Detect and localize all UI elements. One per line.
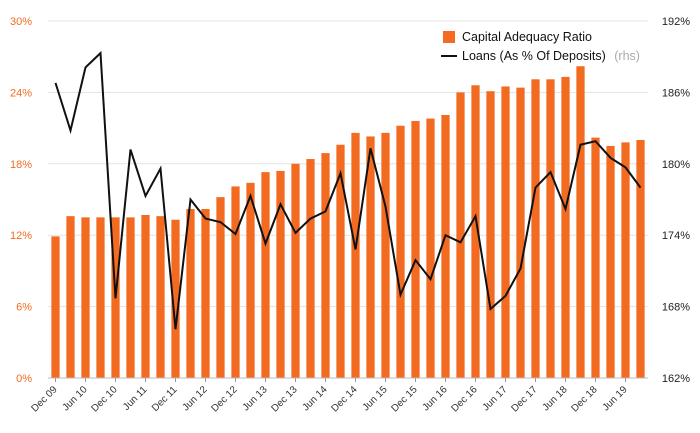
- y-left-tick-label: 6%: [16, 302, 32, 314]
- legend-label-line-name: Loans (As % Of Deposits): [462, 49, 606, 63]
- bar: [126, 217, 135, 378]
- legend-label-bar: Capital Adequacy Ratio: [462, 30, 592, 44]
- x-tick-label: Dec 09: [29, 384, 59, 414]
- bar: [66, 216, 75, 378]
- bar: [216, 197, 225, 378]
- x-tick-label: Dec 15: [389, 384, 419, 414]
- bar: [276, 170, 285, 378]
- x-tick-label: Dec 14: [329, 384, 359, 414]
- x-tick-label: Jun 13: [241, 384, 270, 413]
- bar: [351, 132, 360, 378]
- x-tick-label: Jun 19: [601, 384, 630, 413]
- legend-label-line-note: (rhs): [614, 49, 640, 63]
- y-right-tick-label: 174%: [662, 230, 690, 242]
- x-tick-label: Jun 11: [121, 384, 150, 413]
- x-tick-label: Jun 12: [181, 384, 210, 413]
- bar: [306, 159, 315, 378]
- x-tick-label: Jun 18: [541, 384, 570, 413]
- x-tick-label: Dec 11: [150, 384, 180, 414]
- bar: [591, 137, 600, 378]
- bar: [426, 118, 435, 378]
- legend-label-line: Loans (As % Of Deposits) (rhs): [462, 47, 640, 64]
- x-tick-label: Dec 16: [449, 384, 479, 414]
- bar: [336, 144, 345, 378]
- bar: [201, 209, 210, 378]
- bar: [156, 216, 165, 378]
- bar: [471, 85, 480, 378]
- x-tick-label: Dec 12: [209, 384, 239, 414]
- bar: [606, 145, 615, 378]
- bar: [501, 86, 510, 378]
- y-right-tick-label: 186%: [662, 87, 690, 99]
- bar: [291, 163, 300, 378]
- bar: [561, 76, 570, 379]
- bar: [231, 186, 240, 378]
- bar: [531, 79, 540, 378]
- y-left-tick-label: 12%: [10, 230, 32, 242]
- x-tick-label: Jun 15: [361, 384, 390, 413]
- y-left-tick-label: 18%: [10, 159, 32, 171]
- x-tick-label: Dec 13: [269, 384, 299, 414]
- bar: [486, 91, 495, 379]
- bar: [636, 140, 645, 378]
- bar: [411, 120, 420, 379]
- y-right-tick-label: 192%: [662, 16, 690, 28]
- bar: [516, 87, 525, 378]
- x-tick-label: Jun 10: [61, 384, 90, 413]
- x-tick-label: Jun 16: [421, 384, 450, 413]
- y-left-tick-label: 30%: [10, 16, 32, 28]
- x-tick-label: Dec 17: [509, 384, 539, 414]
- bar: [186, 209, 195, 378]
- bar: [51, 236, 60, 378]
- bar: [246, 182, 255, 378]
- y-left-tick-label: 0%: [16, 373, 32, 385]
- y-right-tick-label: 168%: [662, 302, 690, 314]
- bar: [456, 92, 465, 379]
- x-tick-label: Dec 18: [569, 384, 599, 414]
- bar: [261, 172, 270, 378]
- line-series: [54, 50, 642, 330]
- bar: [621, 142, 630, 378]
- bar: [366, 136, 375, 378]
- x-tick-label: Jun 14: [301, 384, 330, 413]
- bar: [171, 219, 180, 378]
- y-left-tick-label: 24%: [10, 87, 32, 99]
- legend: Capital Adequacy Ratio Loans (As % Of De…: [441, 30, 640, 64]
- bar: [141, 214, 150, 378]
- loans-line: [54, 50, 642, 330]
- bar: [441, 115, 450, 378]
- bar: [96, 217, 105, 378]
- bar: [576, 66, 585, 378]
- x-tick-label: Dec 10: [89, 384, 119, 414]
- bar: [81, 217, 90, 378]
- bar: [396, 125, 405, 378]
- bar: [381, 132, 390, 378]
- bar: [321, 153, 330, 378]
- bar-series: [51, 66, 645, 379]
- gridlines: [48, 20, 648, 308]
- bar: [546, 79, 555, 378]
- y-right-tick-label: 180%: [662, 159, 690, 171]
- legend-swatch-bar: [443, 31, 455, 43]
- y-right-tick-label: 162%: [662, 373, 690, 385]
- x-tick-label: Jun 17: [481, 384, 510, 413]
